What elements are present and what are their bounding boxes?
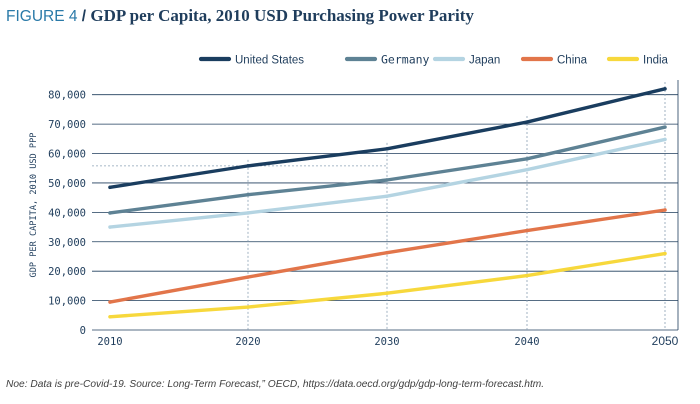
figure-label: FIGURE 4 (6, 8, 78, 25)
legend-label: India (643, 55, 669, 67)
data-point (525, 273, 529, 278)
data-point (663, 137, 667, 142)
y-axis-title: GDP PER CAPITA, 2010 USD PPP (29, 133, 39, 278)
data-point (246, 275, 250, 279)
data-point (385, 250, 389, 255)
x-tick-label: 2050 (652, 334, 679, 348)
legend-label: Japan (469, 55, 500, 67)
title-separator: / (81, 8, 87, 25)
data-point (525, 157, 529, 161)
data-point (385, 147, 389, 151)
data-point (108, 225, 112, 229)
x-tick-label: 2030 (374, 336, 399, 348)
data-point (385, 194, 389, 198)
data-point (246, 211, 250, 215)
y-tick-label: 0 (80, 325, 86, 337)
data-point (663, 125, 667, 129)
data-point (108, 211, 112, 215)
data-point (525, 228, 529, 233)
data-point (108, 315, 112, 319)
y-tick-label: 10,000 (48, 296, 86, 308)
series-line-united-states (108, 87, 667, 190)
data-point (525, 120, 529, 124)
data-point (246, 164, 250, 168)
data-point (663, 208, 667, 212)
data-point (246, 193, 250, 197)
data-point (663, 87, 667, 91)
legend-label: China (557, 55, 588, 67)
data-point (246, 305, 250, 309)
x-tick-label: 2020 (235, 336, 260, 348)
data-point (385, 291, 389, 295)
data-point (108, 300, 112, 304)
y-tick-label: 50,000 (48, 178, 86, 190)
data-point (385, 178, 389, 182)
figure-title: FIGURE 4 / GDP per Capita, 2010 USD Purc… (6, 6, 474, 26)
series-line-india (108, 251, 667, 319)
x-tick-label: 2010 (97, 336, 122, 348)
data-point (108, 185, 112, 190)
data-point (663, 251, 667, 256)
y-tick-label: 60,000 (48, 149, 86, 161)
chart-title: GDP per Capita, 2010 USD Purchasing Powe… (90, 6, 474, 25)
x-tick-label: 2040 (514, 336, 539, 348)
legend-label: United States (235, 55, 304, 67)
data-point (525, 168, 529, 172)
legend-label: Germany (381, 53, 430, 67)
y-tick-label: 20,000 (48, 266, 86, 278)
y-tick-label: 30,000 (48, 237, 86, 249)
y-tick-label: 70,000 (48, 119, 86, 131)
series-line-germany (108, 125, 667, 215)
y-tick-label: 80,000 (48, 90, 86, 102)
y-tick-label: 40,000 (48, 207, 86, 219)
source-note: Noe: Data is pre-Covid-19. Source: Long-… (6, 379, 545, 390)
series-line-china (108, 208, 667, 304)
